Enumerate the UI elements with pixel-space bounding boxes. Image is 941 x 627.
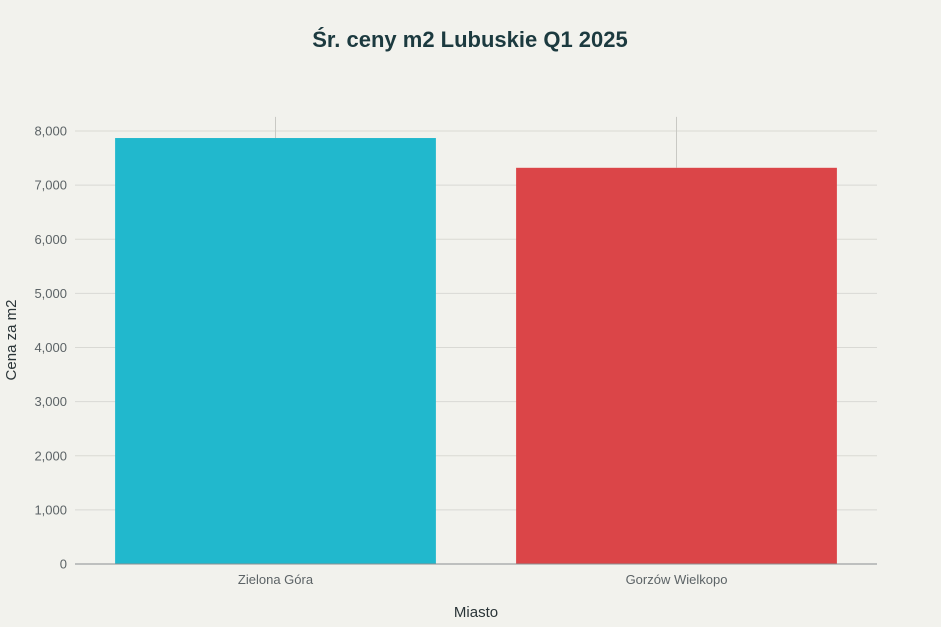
y-tick-label: 7,000 [34, 178, 67, 193]
x-axis-title: Miasto [454, 604, 498, 621]
y-tick-label: 2,000 [34, 448, 67, 463]
x-tick-label: Zielona Góra [238, 572, 314, 587]
bar [115, 138, 436, 564]
chart-title: Śr. ceny m2 Lubuskie Q1 2025 [312, 27, 628, 52]
x-tick-label: Gorzów Wielkopo [626, 572, 728, 587]
bar [516, 167, 837, 564]
y-tick-label: 5,000 [34, 286, 67, 301]
y-axis-title: Cena za m2 [3, 300, 20, 381]
y-tick-label: 1,000 [34, 502, 67, 517]
y-tick-label: 6,000 [34, 232, 67, 247]
y-tick-label: 3,000 [34, 394, 67, 409]
y-tick-label: 8,000 [34, 124, 67, 139]
bars [115, 116, 837, 564]
y-tick-label: 4,000 [34, 340, 67, 355]
y-axis-ticks: 0 1,000 2,000 3,000 4,000 5,000 6,000 7,000 8,00… [34, 124, 67, 572]
x-axis-ticks: Zielona Góra Gorzów Wielkopo [238, 572, 728, 587]
y-tick-label: 0 [60, 557, 67, 572]
